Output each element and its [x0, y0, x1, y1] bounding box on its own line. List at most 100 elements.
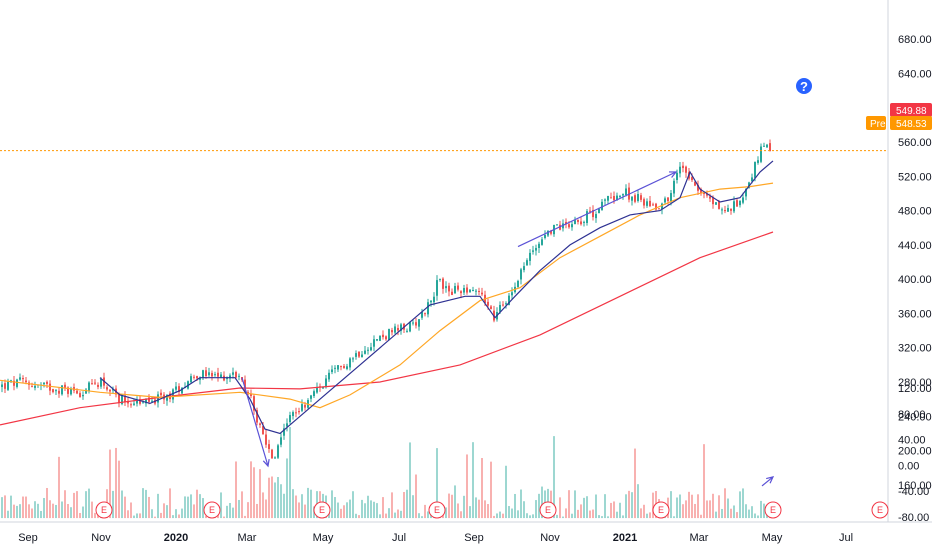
time-tick-label: Nov [540, 532, 560, 544]
candle-body [631, 196, 633, 201]
candle-body [55, 390, 57, 392]
volume-bar [181, 508, 183, 519]
volume-bar [490, 461, 492, 519]
volume-bar [448, 493, 450, 519]
candle-body [382, 334, 384, 338]
volume-bar [580, 504, 582, 519]
volume-bar [73, 492, 75, 519]
candle-body [661, 203, 663, 210]
earnings-label: E [101, 505, 107, 515]
moving-averages [0, 160, 774, 435]
candle-body [289, 415, 291, 423]
volume-bar [130, 502, 132, 519]
candle-body [313, 391, 315, 397]
volume-bar [355, 513, 357, 519]
volume-bar [280, 484, 282, 519]
candle-body [577, 219, 579, 222]
volume-bar [37, 503, 39, 519]
volume-bar [169, 488, 171, 519]
candle-body [583, 221, 585, 223]
volume-bar [607, 516, 609, 519]
candle-body [406, 330, 408, 332]
earnings-marker[interactable]: E [871, 501, 889, 519]
earnings-marker[interactable]: E [539, 501, 557, 519]
volume-bar [451, 494, 453, 519]
candle-body [340, 366, 342, 368]
volume-bar [724, 488, 726, 519]
volume-bar [19, 504, 21, 519]
price-tick-label: 320.00 [898, 343, 932, 355]
candle-body [430, 300, 432, 303]
volume-bar [373, 501, 375, 519]
volume-bar [91, 501, 93, 519]
help-icon[interactable]: ? [796, 78, 812, 94]
candle-body [526, 260, 528, 266]
volume-tick-label: 120.00 [898, 383, 932, 395]
volume-bar [595, 494, 597, 519]
candle-body [457, 285, 459, 290]
candle-body [94, 382, 96, 384]
volume-bar [742, 488, 744, 519]
earnings-marker[interactable]: E [428, 501, 446, 519]
volume-bar [757, 515, 759, 519]
candle-body [25, 380, 27, 383]
candle-body [601, 201, 603, 210]
candle-body [634, 195, 636, 202]
volume-bar [745, 504, 747, 519]
candle-body [160, 392, 162, 396]
candle-body [649, 200, 651, 207]
earnings-marker[interactable]: E [95, 501, 113, 519]
candle-body [532, 250, 534, 252]
volume-bar [178, 514, 180, 519]
candle-body [460, 291, 462, 294]
candle-body [676, 172, 678, 180]
volume-bar [721, 508, 723, 519]
volume-bar [298, 502, 300, 519]
volume-bar [412, 495, 414, 519]
candle-body [286, 423, 288, 427]
time-tick-label: Mar [690, 532, 709, 544]
candle-body [199, 377, 201, 380]
candle-body [91, 383, 93, 385]
candle-body [640, 195, 642, 200]
volume-bar [139, 513, 141, 519]
volume-bar [256, 503, 258, 519]
candle-body [418, 319, 420, 327]
volume-bar [241, 491, 243, 519]
volume-bar [526, 513, 528, 519]
volume-bar [43, 498, 45, 519]
candle-body [388, 329, 390, 341]
volume-bar [88, 488, 90, 519]
volume-bar [610, 502, 612, 519]
volume-bar [292, 489, 294, 519]
volume-bar [76, 491, 78, 519]
volume-bar [58, 456, 60, 519]
candle-body [196, 376, 198, 379]
volume-bar [193, 504, 195, 519]
volume-bar [307, 487, 309, 519]
candle-body [415, 322, 417, 326]
candle-body [280, 437, 282, 445]
candle-body [673, 180, 675, 194]
price-axis: 680.00640.00600.00560.00520.00480.00440.… [898, 34, 932, 492]
candle-body [328, 372, 330, 380]
volume-bar [463, 495, 465, 519]
candle-body [229, 375, 231, 379]
earnings-label: E [319, 505, 325, 515]
candle-body [271, 449, 273, 459]
candle-body [550, 230, 552, 234]
volume-bar [250, 461, 252, 519]
earnings-marker[interactable]: E [652, 501, 670, 519]
volume-tick-label: 80.00 [898, 409, 926, 421]
candle-body [277, 445, 279, 458]
candle-body [139, 399, 141, 404]
earnings-marker[interactable]: E [203, 501, 221, 519]
earnings-marker[interactable]: E [764, 501, 782, 519]
volume-bar [259, 469, 261, 519]
earnings-marker[interactable]: E [313, 501, 331, 519]
candle-body [475, 290, 477, 292]
volume-bar [1, 497, 3, 519]
candle-body [88, 382, 90, 391]
volume-bar [625, 494, 627, 519]
